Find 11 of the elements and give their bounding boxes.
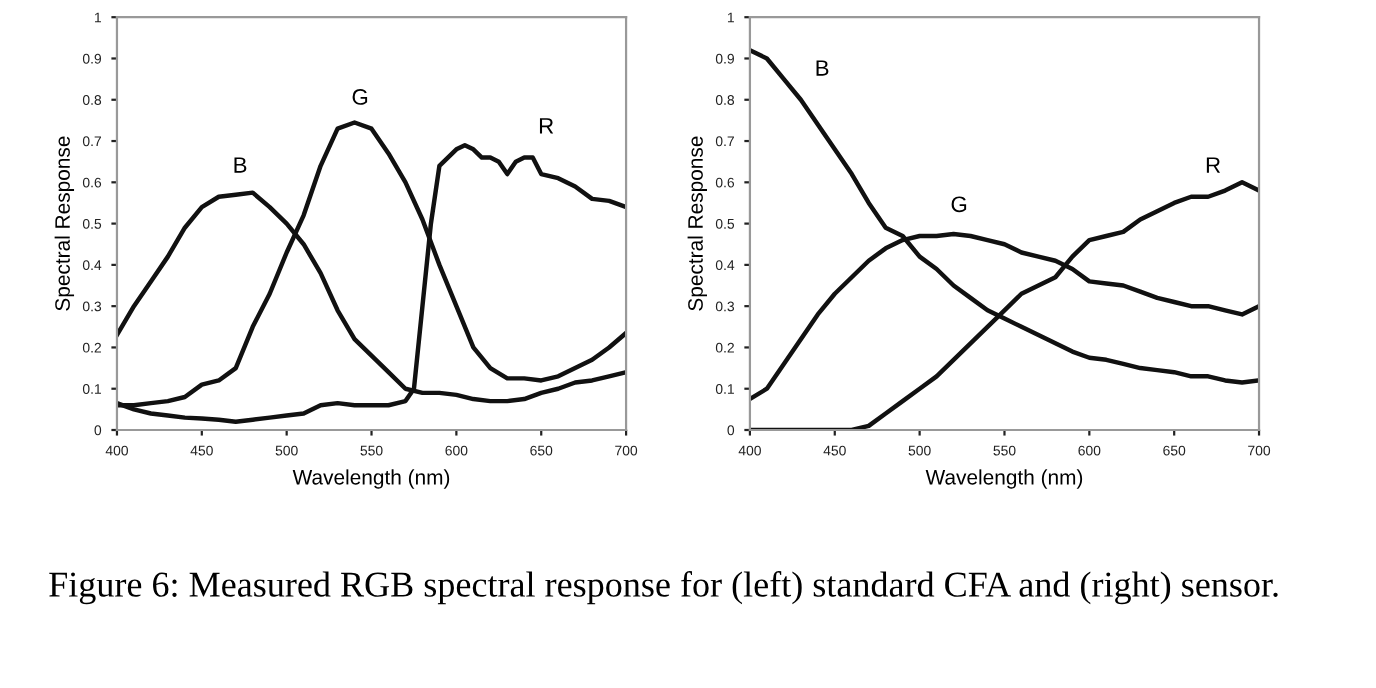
y-axis-title: Spectral Response (54, 136, 75, 311)
y-axis-title: Spectral Response (687, 136, 707, 311)
annotation: G (352, 89, 368, 105)
x-axis-title: Wavelength (nm) (925, 469, 1083, 489)
annotation: G (951, 196, 967, 213)
annotation: B (234, 157, 247, 173)
annotation: R (539, 118, 554, 134)
annotation: B (816, 60, 829, 76)
annotation: R (1206, 157, 1221, 173)
x-axis-title: Wavelength (nm) (292, 469, 450, 489)
caption: Figure 6: Measured RGB spectral response for (left) standard CFA and (right) sensor. (49, 571, 1278, 605)
